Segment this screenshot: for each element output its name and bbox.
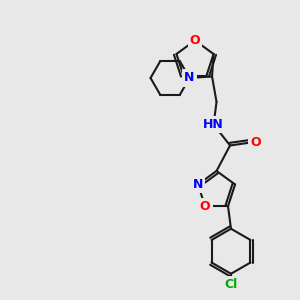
Text: N: N xyxy=(193,178,203,191)
Text: O: O xyxy=(200,200,210,213)
Text: Cl: Cl xyxy=(224,278,238,291)
Text: O: O xyxy=(190,34,200,47)
Text: O: O xyxy=(250,136,261,149)
Text: N: N xyxy=(184,71,195,85)
Text: HN: HN xyxy=(203,118,224,131)
